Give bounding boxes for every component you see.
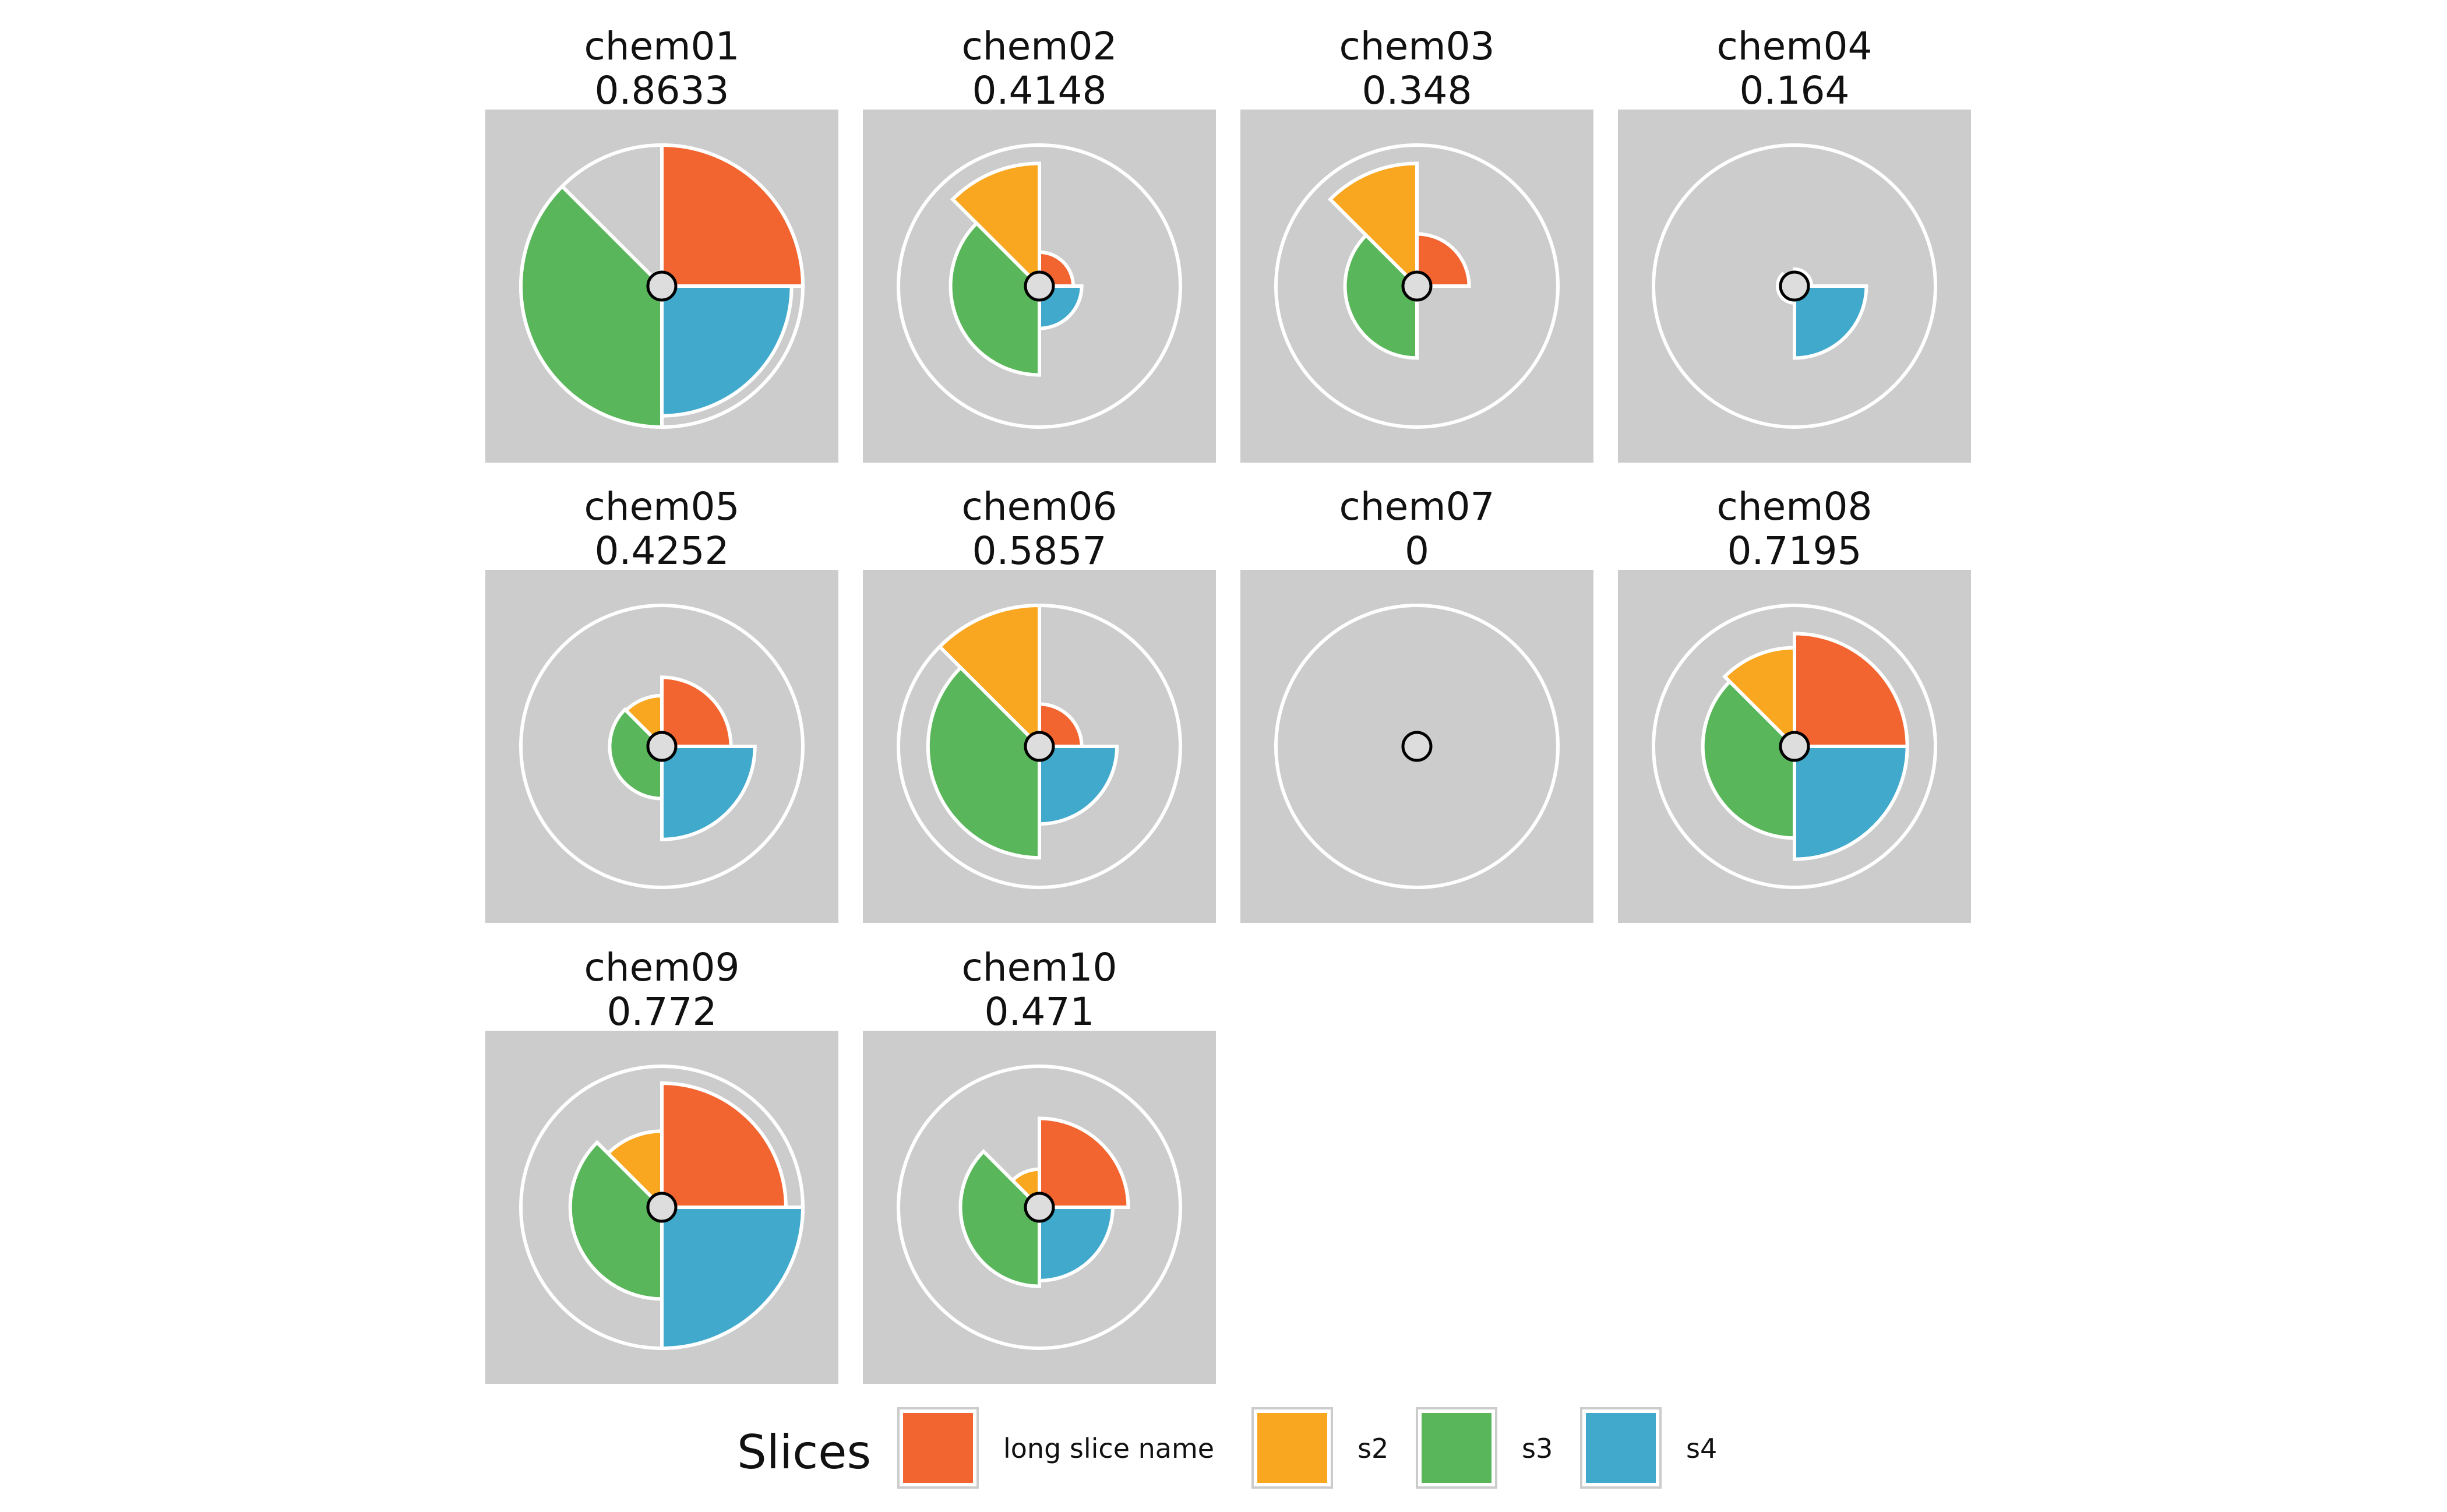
center-marker — [646, 1192, 678, 1223]
panel-title-score: 0.4252 — [595, 528, 729, 573]
reference-circle — [1274, 143, 1560, 429]
legend-title: Slices — [737, 1425, 871, 1479]
panels-layer: chem010.8633chem020.4148chem030.348chem0… — [485, 24, 1971, 1384]
slice-long-slice-name — [1793, 632, 1909, 748]
legend-label: long slice name — [1003, 1433, 1214, 1464]
center-marker — [1779, 270, 1810, 302]
legend-item-s3: s3 — [1416, 1407, 1553, 1489]
slice-s4 — [1793, 745, 1909, 861]
legend-swatch — [1422, 1413, 1492, 1483]
panel-title-label: chem01 — [584, 24, 740, 69]
panel-title-label: chem07 — [1339, 484, 1495, 529]
panel-title-score: 0.772 — [607, 989, 717, 1034]
slice-s3 — [1701, 679, 1796, 840]
slice-s4 — [1038, 1206, 1115, 1282]
panel-title-score: 0.7195 — [1727, 528, 1862, 573]
slice-long-slice-name — [660, 1081, 788, 1209]
panel-title-label: chem03 — [1339, 24, 1495, 69]
panel-title-label: chem05 — [584, 484, 740, 529]
center-marker — [1024, 1192, 1055, 1223]
panel-title-score: 0.5857 — [972, 528, 1107, 573]
panel-title-score: 0.164 — [1740, 68, 1850, 113]
center-marker — [1024, 270, 1055, 302]
slice-long-slice-name — [1038, 1116, 1130, 1209]
legend-label: s2 — [1358, 1433, 1388, 1464]
panel-title-score: 0.348 — [1362, 68, 1472, 113]
slice-long-slice-name — [660, 143, 805, 288]
panel-title-label: chem09 — [584, 945, 740, 990]
slice-s3 — [1343, 232, 1419, 360]
slice-s2 — [937, 603, 1041, 751]
reference-circle — [519, 604, 805, 889]
slice-s2 — [950, 161, 1041, 291]
slice-s2 — [605, 1129, 664, 1212]
slice-s4 — [660, 745, 757, 841]
slice-long-slice-name — [660, 675, 733, 748]
slice-s4 — [1038, 745, 1119, 826]
panel-title-label: chem10 — [962, 945, 1117, 990]
reference-circle — [1274, 604, 1560, 889]
slice-s2 — [1722, 646, 1796, 751]
legend-item-s2: s2 — [1251, 1407, 1388, 1489]
legend-swatch — [903, 1413, 973, 1483]
slice-s3 — [519, 184, 664, 429]
panel-title-score: 0 — [1405, 528, 1429, 573]
legend-swatch — [1257, 1413, 1327, 1483]
center-marker — [1401, 731, 1433, 762]
slice-long-slice-name — [1415, 232, 1471, 288]
reference-circle — [897, 1065, 1182, 1350]
slice-s3 — [608, 707, 664, 801]
slice-s4 — [660, 1206, 805, 1351]
slice-s3 — [958, 1148, 1041, 1288]
panel-title-score: 0.4148 — [972, 68, 1107, 113]
legend-item-s4: s4 — [1580, 1407, 1717, 1489]
panel-title-label: chem04 — [1717, 24, 1873, 69]
panel-title-label: chem02 — [962, 24, 1117, 69]
panel-title-score: 0.471 — [985, 989, 1095, 1034]
slice-s3 — [926, 665, 1041, 860]
slice-s2 — [1327, 161, 1419, 291]
center-marker — [1401, 270, 1433, 302]
center-marker — [646, 731, 678, 762]
legend-swatch — [1586, 1413, 1656, 1483]
legend-label: s4 — [1686, 1433, 1717, 1464]
legend-label: s3 — [1522, 1433, 1553, 1464]
center-marker — [1779, 731, 1810, 762]
slice-s3 — [568, 1140, 664, 1301]
slice-s3 — [949, 220, 1041, 377]
legend-item-long-slice-name: long slice name — [897, 1407, 1214, 1489]
center-marker — [1024, 731, 1055, 762]
slice-s4 — [1793, 284, 1868, 360]
slice-s4 — [660, 284, 794, 418]
reference-circle — [1652, 143, 1937, 429]
center-marker — [646, 270, 678, 302]
reference-circle — [1652, 604, 1937, 889]
panel-title-label: chem06 — [962, 484, 1117, 529]
reference-circle — [897, 143, 1182, 429]
panel-title-score: 0.8633 — [595, 68, 729, 113]
legend: Slices long slice name s2 s3 s4 — [737, 1407, 1717, 1489]
panel-title-label: chem08 — [1717, 484, 1873, 529]
